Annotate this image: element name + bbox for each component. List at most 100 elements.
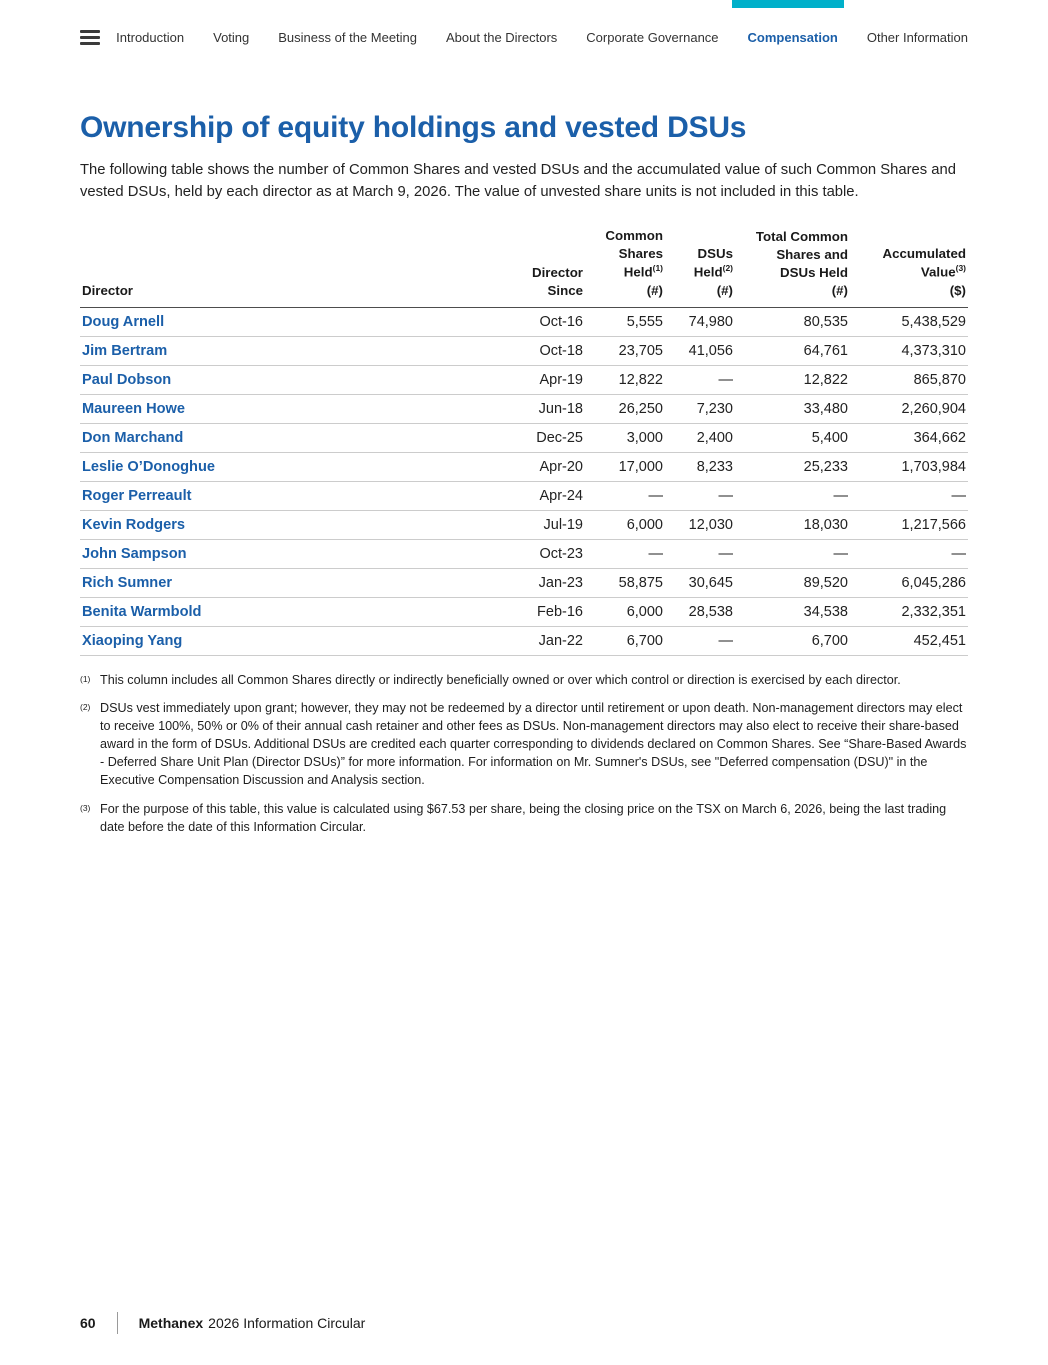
cell-dsus-held: 30,645 [665,568,735,598]
cell-director-since: Apr-24 [500,481,585,511]
cell-dsus-held: — [665,539,735,569]
table-row: Jim Bertram Oct-18 23,705 41,056 64,761 4,373… [80,336,968,366]
footer-doc-title: 2026 Information Circular [208,1315,366,1331]
cell-accumulated-value: 4,373,310 [850,336,968,366]
cell-total-common-shares-and-dsus-held: 89,520 [735,568,850,598]
cell-dsus-held: — [665,626,735,656]
table-row: John Sampson Oct-23— — — — [80,539,968,569]
cell-director-since: Dec-25 [500,423,585,453]
cell-accumulated-value: 1,217,566 [850,510,968,540]
nav-item-business-of-the-meeting[interactable]: Business of the Meeting [278,30,418,45]
cell-accumulated-value: 6,045,286 [850,568,968,598]
cell-dsus-held: 41,056 [665,336,735,366]
cell-total-common-shares-and-dsus-held: 80,535 [735,307,850,337]
footnote-2: (2) DSUs vest immediately upon grant; how… [80,700,968,789]
director-name: Maureen Howe [80,394,500,424]
col-header-common-shares-held: Common Shares Held(1) (#) [585,227,665,308]
hamburger-menu-icon[interactable] [80,30,101,45]
table-row: Rich Sumner Jan-23 58,875 30,645 89,520 6,045… [80,568,968,598]
cell-director-since: Oct-23 [500,539,585,569]
table-row: Leslie O’Donoghue Apr-20 17,000 8,233 25,233… [80,452,968,482]
cell-dsus-held: 2,400 [665,423,735,453]
cell-dsus-held: — [665,365,735,395]
cell-accumulated-value: 2,260,904 [850,394,968,424]
top-bar: Introduction Voting Business of the Meetin… [0,0,1048,45]
table-row: Paul Dobson Apr-19 12,822—12,822 865,870 [80,365,968,395]
footnote-1: (1) This column includes all Common Share… [80,672,968,690]
cell-director-since: Oct-18 [500,336,585,366]
table-row: Kevin Rodgers Jul-19 6,000 12,030 18,030 1,21… [80,510,968,540]
footer-divider [116,1312,118,1334]
page-footer: 60 Methanex 2026 Information Circular [80,1312,365,1334]
director-name: Jim Bertram [80,336,500,366]
page-title: Ownership of equity holdings and vested … [80,111,747,144]
cell-total-common-shares-and-dsus-held: — [735,481,850,511]
cell-accumulated-value: 1,703,984 [850,452,968,482]
cell-total-common-shares-and-dsus-held: 18,030 [735,510,850,540]
director-name: Paul Dobson [80,365,500,395]
cell-dsus-held: 8,233 [665,452,735,482]
footnote-marker: (1) [80,673,91,684]
cell-common-shares-held: 23,705 [585,336,665,366]
cell-accumulated-value: 2,332,351 [850,597,968,627]
cell-total-common-shares-and-dsus-held: 34,538 [735,597,850,627]
cell-common-shares-held: 6,700 [585,626,665,656]
cell-director-since: Feb-16 [500,597,585,627]
cell-dsus-held: — [665,481,735,511]
footnote-text: This column includes all Common Shares d… [100,672,901,687]
footnotes: (1) This column includes all Common Share… [80,672,968,837]
cell-director-since: Jul-19 [500,510,585,540]
table-row: Doug Arnell Oct-16 5,555 74,980 80,535 5,438,… [80,307,968,337]
cell-dsus-held: 12,030 [665,510,735,540]
cell-common-shares-held: — [585,481,665,511]
cell-director-since: Jan-22 [500,626,585,656]
nav-item-other-information[interactable]: Other Information [866,30,968,45]
cell-common-shares-held: — [585,539,665,569]
table-row: Maureen Howe Jun-18 26,250 7,230 33,480 2,260… [80,394,968,424]
director-name: John Sampson [80,539,500,569]
director-name: Don Marchand [80,423,500,453]
director-name: Xiaoping Yang [80,626,500,656]
cell-accumulated-value: 452,451 [850,626,968,656]
footnote-text: DSUs vest immediately upon grant; howeve… [100,701,967,787]
director-name: Leslie O’Donoghue [80,452,500,482]
table-body: Doug Arnell Oct-16 5,555 74,980 80,535 5,438,… [80,307,968,656]
cell-total-common-shares-and-dsus-held: — [735,539,850,569]
director-name: Roger Perreault [80,481,500,511]
cell-accumulated-value: — [850,539,968,569]
cell-accumulated-value: 364,662 [850,423,968,453]
nav-item-corporate-governance[interactable]: Corporate Governance [586,30,719,45]
nav-item-about-the-directors[interactable]: About the Directors [446,30,558,45]
holdings-table: Director Director Since Common Shares Held(1)… [80,227,968,656]
cell-common-shares-held: 26,250 [585,394,665,424]
cell-director-since: Oct-16 [500,307,585,337]
cell-common-shares-held: 58,875 [585,568,665,598]
cell-total-common-shares-and-dsus-held: 5,400 [735,423,850,453]
cell-total-common-shares-and-dsus-held: 12,822 [735,365,850,395]
table-row: Benita Warmbold Feb-16 6,000 28,538 34,538 2,… [80,597,968,627]
cell-common-shares-held: 12,822 [585,365,665,395]
cell-common-shares-held: 3,000 [585,423,665,453]
cell-accumulated-value: 865,870 [850,365,968,395]
director-name: Kevin Rodgers [80,510,500,540]
cell-director-since: Jan-23 [500,568,585,598]
footnote-marker: (3) [80,802,91,813]
nav-item-introduction[interactable]: Introduction [116,30,185,45]
cell-common-shares-held: 17,000 [585,452,665,482]
cell-accumulated-value: 5,438,529 [850,307,968,337]
intro-paragraph: The following table shows the number of … [80,162,956,201]
director-name: Rich Sumner [80,568,500,598]
footnote-marker: (2) [80,702,91,713]
cell-accumulated-value: — [850,481,968,511]
main-content: Ownership of equity holdings and vested … [80,111,968,837]
footer-brand: Methanex [138,1315,204,1331]
table-header-row: Director Director Since Common Shares Held(1)… [80,227,968,308]
cell-total-common-shares-and-dsus-held: 6,700 [735,626,850,656]
nav-item-voting[interactable]: Voting [213,30,250,45]
col-header-director-since: Director Since [500,227,585,308]
cell-dsus-held: 7,230 [665,394,735,424]
nav-item-compensation[interactable]: Compensation [747,30,838,45]
cell-director-since: Apr-19 [500,365,585,395]
cell-total-common-shares-and-dsus-held: 25,233 [735,452,850,482]
page-number: 60 [80,1315,96,1331]
